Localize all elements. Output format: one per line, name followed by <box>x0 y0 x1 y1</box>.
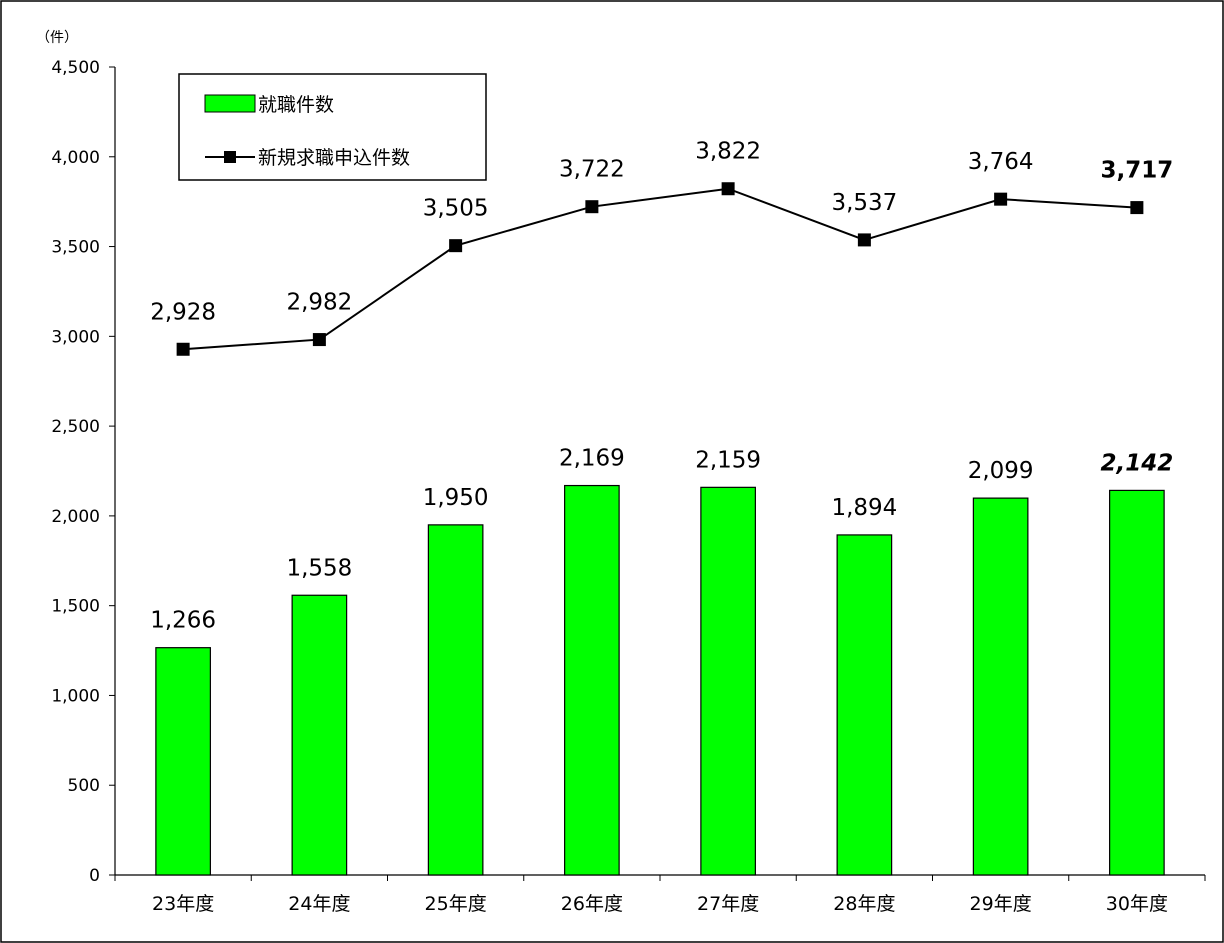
y-tick-label: 1,000 <box>51 686 100 706</box>
y-tick-label: 1,500 <box>51 597 100 617</box>
y-tick-label: 4,000 <box>51 148 100 168</box>
line-path <box>183 187 1137 351</box>
y-axis-unit-label: （件） <box>36 30 78 46</box>
bar-series <box>155 484 1165 876</box>
line-data-label: 3,822 <box>695 139 761 165</box>
legend-line-label: 新規求職申込件数 <box>258 147 410 169</box>
line-marker <box>1130 201 1144 215</box>
legend-line-marker <box>224 151 236 163</box>
bar-data-label: 2,142 <box>1100 450 1173 476</box>
bar-data-label: 1,894 <box>831 495 897 521</box>
line-marker <box>721 182 735 196</box>
x-category-label: 24年度 <box>288 893 350 915</box>
y-tick-label: 0 <box>89 866 100 886</box>
line-data-label: 2,928 <box>150 299 216 325</box>
x-category-label: 23年度 <box>152 893 214 915</box>
bar <box>700 486 756 876</box>
x-axis: 23年度 24年度 25年度 26年度 27年度 28年度 29年度 30年度 <box>114 874 1206 915</box>
line-marker <box>176 342 190 356</box>
bar-data-label: 1,558 <box>286 555 352 581</box>
line-data-label: 2,982 <box>286 290 352 316</box>
y-tick-label: 3,000 <box>51 327 100 347</box>
line-data-label: 3,764 <box>968 149 1034 175</box>
x-category-label: 29年度 <box>970 893 1032 915</box>
bar-data-label: 2,099 <box>968 458 1034 484</box>
line-marker <box>585 200 599 214</box>
x-category-label: 27年度 <box>697 893 759 915</box>
x-category-label: 25年度 <box>425 893 487 915</box>
bar <box>836 534 893 876</box>
bar-data-label: 2,159 <box>695 447 761 473</box>
line-data-label: 3,537 <box>831 190 897 216</box>
bar-data-label: 2,169 <box>559 446 625 472</box>
y-tick-label: 2,500 <box>51 417 100 437</box>
y-tick-label: 500 <box>68 776 100 796</box>
bar <box>427 524 484 876</box>
x-category-label: 26年度 <box>561 893 623 915</box>
y-tick-label: 2,000 <box>51 507 100 527</box>
line-marker <box>312 333 326 347</box>
bar-data-label: 1,266 <box>150 608 216 634</box>
bar <box>291 594 348 876</box>
line-marker <box>857 233 871 247</box>
legend-bar-swatch <box>204 94 256 113</box>
bar <box>1109 489 1165 876</box>
y-tick-label: 3,500 <box>51 238 100 258</box>
line-data-label: 3,717 <box>1100 158 1173 184</box>
line-series <box>176 182 1144 356</box>
bar <box>972 497 1029 876</box>
y-axis: 0 500 1,000 1,500 2,000 2,500 3,000 3,500 4,000 4… <box>51 58 116 886</box>
legend: 就職件数 新規求職申込件数 <box>178 73 487 181</box>
y-tick-label: 4,500 <box>51 58 100 78</box>
data-labels: 1,266 1,558 1,950 2,169 2,159 1,894 2,099 2,142… <box>150 139 1173 634</box>
bar <box>155 647 211 876</box>
bar <box>564 484 620 876</box>
line-data-label: 3,722 <box>559 157 625 183</box>
legend-bar-label: 就職件数 <box>258 94 334 116</box>
x-category-label: 30年度 <box>1106 893 1168 915</box>
line-data-label: 3,505 <box>423 196 489 222</box>
line-marker <box>449 239 463 253</box>
bar-data-label: 1,950 <box>423 485 489 511</box>
line-marker <box>994 192 1008 206</box>
x-category-label: 28年度 <box>833 893 895 915</box>
